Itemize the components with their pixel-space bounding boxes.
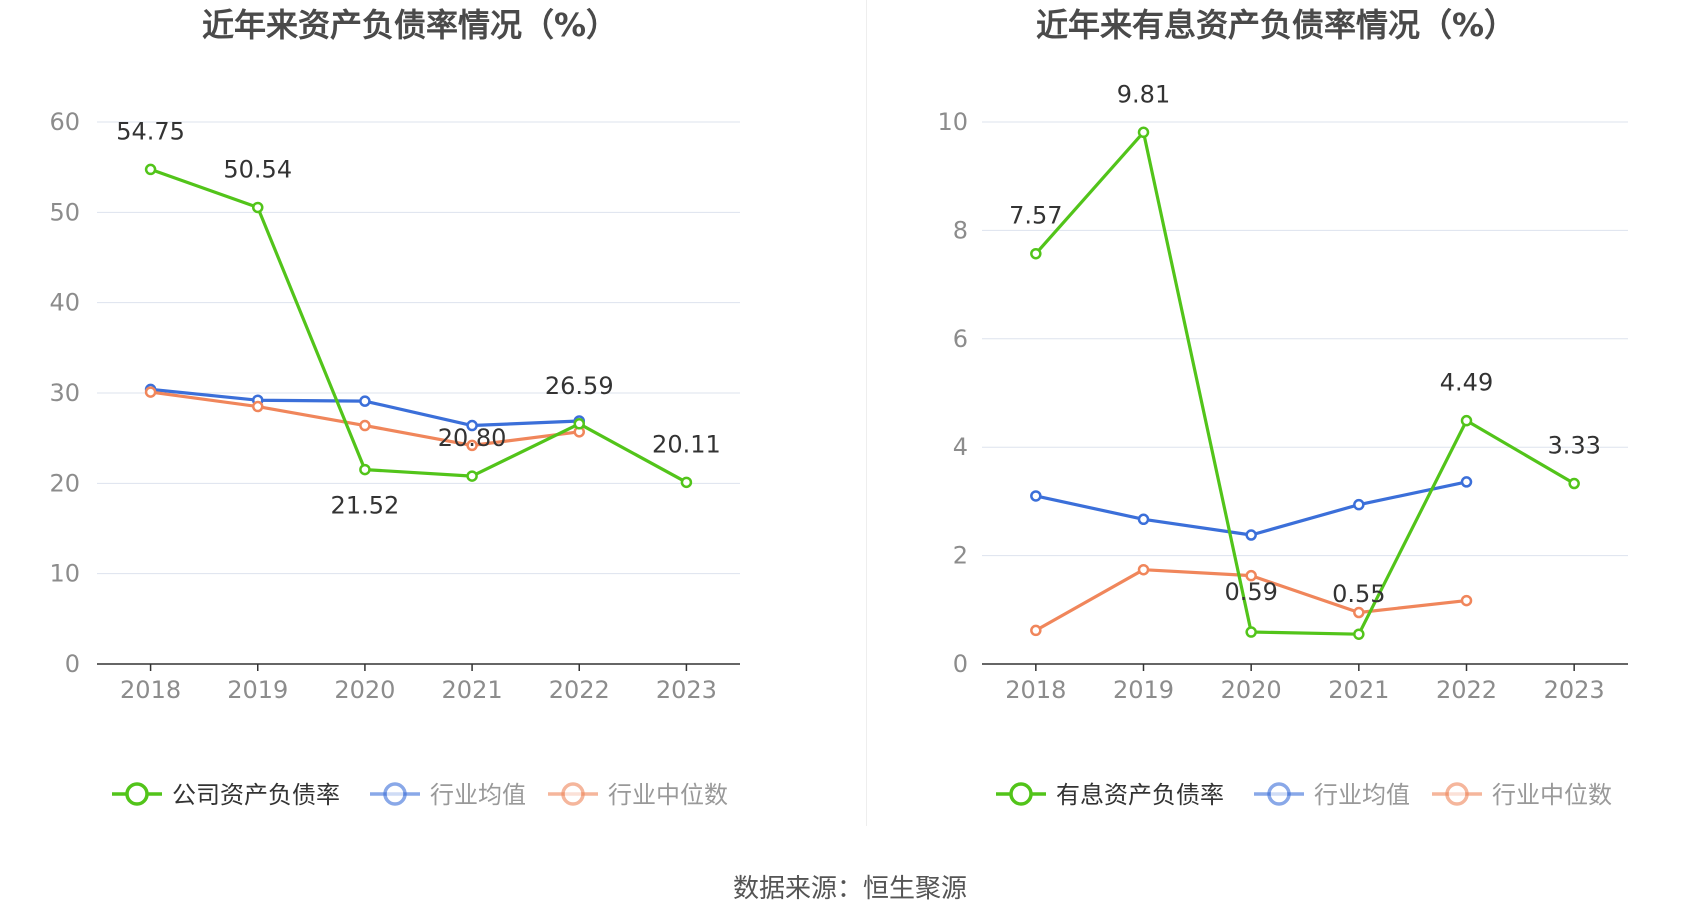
legend-label: 有息资产负债率 xyxy=(1056,781,1224,809)
chart-divider xyxy=(866,0,867,826)
data-point-company xyxy=(573,418,585,430)
legend-marker-icon xyxy=(1445,782,1469,806)
data-label: 20.80 xyxy=(438,424,507,452)
y-tick-label: 0 xyxy=(953,650,968,678)
data-point-industry_median xyxy=(359,419,371,432)
data-point-industry_median xyxy=(1245,569,1257,582)
y-tick-label: 2 xyxy=(953,542,968,570)
data-label: 50.54 xyxy=(223,155,292,183)
x-tick-label: 2021 xyxy=(1328,676,1389,704)
chart-title: 近年来有息资产负债率情况（%） xyxy=(1036,6,1516,44)
data-point-company xyxy=(1245,626,1257,638)
debt-ratio-chart: 近年来资产负债率情况（%） 0 10 20 30 40 50 60 2018 2019 2020 20… xyxy=(49,6,740,809)
legend-marker-icon xyxy=(1009,782,1033,806)
y-tick-label: 40 xyxy=(49,289,80,317)
series-industry_avg xyxy=(1030,476,1473,541)
legend-label: 行业均值 xyxy=(1314,781,1410,809)
chart-title: 近年来资产负债率情况（%） xyxy=(202,6,618,44)
data-label: 26.59 xyxy=(545,372,614,400)
x-tick-label: 2021 xyxy=(442,676,503,704)
x-tick-label: 2022 xyxy=(1436,676,1497,704)
y-tick-label: 60 xyxy=(49,108,80,136)
legend-item-company[interactable]: 公司资产负债率 xyxy=(112,781,340,809)
data-point-industry_median xyxy=(1030,624,1042,637)
data-label: 0.59 xyxy=(1224,578,1277,606)
data-point-industry_avg xyxy=(1353,498,1365,511)
data-point-industry_median xyxy=(466,439,478,452)
series-company xyxy=(144,163,693,489)
y-tick-label: 4 xyxy=(953,433,968,461)
data-label: 0.55 xyxy=(1332,580,1385,608)
data-point-industry_median xyxy=(144,386,157,398)
data-point-company xyxy=(359,463,371,476)
x-tick-label: 2019 xyxy=(227,676,288,704)
legend-label: 行业均值 xyxy=(430,781,526,809)
data-point-company xyxy=(680,476,693,489)
data-point-industry_median xyxy=(1460,594,1473,607)
data-point-industry_avg xyxy=(359,395,371,407)
y-tick-label: 8 xyxy=(953,216,968,244)
data-point-industry_avg xyxy=(1245,529,1257,541)
interest-bearing-debt-ratio-chart: 近年来有息资产负债率情况（%） 0 2 4 6 8 10 2018 2019 2020 2021 20… xyxy=(937,6,1628,809)
legend-marker-icon xyxy=(1267,782,1291,806)
data-label: 20.11 xyxy=(652,430,721,458)
y-tick-label: 6 xyxy=(953,325,968,353)
data-label: 21.52 xyxy=(331,492,400,520)
y-tick-label: 0 xyxy=(65,650,80,678)
legend-label: 行业中位数 xyxy=(1492,781,1612,809)
data-source: 数据来源：恒生聚源 xyxy=(732,874,967,904)
data-point-company xyxy=(1030,247,1042,260)
y-tick-label: 20 xyxy=(49,469,80,497)
legend-item-industry_median[interactable]: 行业中位数 xyxy=(1432,781,1612,809)
legend-marker-icon xyxy=(125,782,149,806)
series-line-company xyxy=(1034,130,1575,636)
y-tick-label: 30 xyxy=(49,379,80,407)
data-point-industry_median xyxy=(1353,606,1365,619)
data-point-industry_median xyxy=(1137,563,1150,576)
x-tick-label: 2020 xyxy=(1221,676,1282,704)
data-point-company xyxy=(1460,414,1473,427)
x-tick-label: 2023 xyxy=(1544,676,1605,704)
series-company xyxy=(1030,126,1580,640)
data-point-industry_avg xyxy=(466,419,478,432)
legend-item-industry_avg[interactable]: 行业均值 xyxy=(1254,781,1410,809)
y-tick-label: 10 xyxy=(49,560,80,588)
x-tick-label: 2022 xyxy=(549,676,610,704)
legend-marker-icon xyxy=(561,782,585,806)
data-point-industry_median xyxy=(252,400,264,413)
legend-item-industry_avg[interactable]: 行业均值 xyxy=(370,781,526,809)
data-point-industry_avg xyxy=(1137,513,1150,526)
y-tick-label: 10 xyxy=(937,108,968,136)
series-industry_median xyxy=(1030,563,1473,637)
data-label: 7.57 xyxy=(1009,202,1062,230)
data-label: 54.75 xyxy=(116,117,185,145)
data-point-industry_avg xyxy=(1460,476,1473,488)
data-point-company xyxy=(252,201,264,214)
x-tick-label: 2018 xyxy=(120,676,181,704)
data-point-company xyxy=(1568,477,1580,490)
legend-label: 行业中位数 xyxy=(608,781,728,809)
data-point-company xyxy=(466,470,478,482)
series-industry_median xyxy=(144,386,585,452)
data-point-company xyxy=(1137,126,1150,139)
data-point-company xyxy=(144,163,157,176)
data-point-industry_avg xyxy=(1030,490,1042,502)
series-line-company xyxy=(150,167,688,484)
data-label: 9.81 xyxy=(1117,80,1170,108)
x-tick-label: 2018 xyxy=(1005,676,1066,704)
data-label: 4.49 xyxy=(1440,369,1493,397)
series-line-industry_avg xyxy=(1035,480,1467,537)
legend-marker-icon xyxy=(383,782,407,806)
x-tick-label: 2019 xyxy=(1113,676,1174,704)
x-tick-label: 2020 xyxy=(334,676,395,704)
data-point-company xyxy=(1353,628,1365,640)
x-tick-label: 2023 xyxy=(656,676,717,704)
legend-item-company[interactable]: 有息资产负债率 xyxy=(996,781,1224,809)
data-label: 3.33 xyxy=(1547,432,1600,460)
y-tick-label: 50 xyxy=(49,198,80,226)
legend-label: 公司资产负债率 xyxy=(172,781,340,809)
legend-item-industry_median[interactable]: 行业中位数 xyxy=(548,781,728,809)
